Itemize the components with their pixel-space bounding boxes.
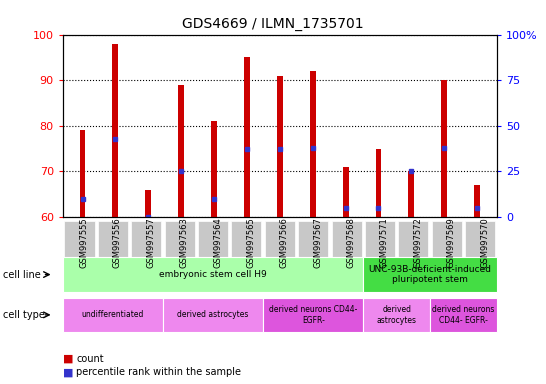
Text: GSM997557: GSM997557 bbox=[146, 217, 155, 268]
Bar bbox=[343, 167, 348, 217]
Bar bbox=[277, 76, 283, 217]
Text: UNC-93B-deficient-induced
pluripotent stem: UNC-93B-deficient-induced pluripotent st… bbox=[369, 265, 491, 284]
Bar bbox=[441, 80, 447, 217]
Bar bbox=[310, 71, 316, 217]
Text: GSM997570: GSM997570 bbox=[480, 217, 489, 268]
Text: percentile rank within the sample: percentile rank within the sample bbox=[76, 367, 241, 377]
Text: ■: ■ bbox=[63, 354, 73, 364]
Bar bbox=[80, 130, 86, 217]
Text: undifferentiated: undifferentiated bbox=[82, 310, 144, 319]
Text: GSM997572: GSM997572 bbox=[413, 217, 423, 268]
Text: GSM997569: GSM997569 bbox=[447, 217, 456, 268]
Text: count: count bbox=[76, 354, 104, 364]
Bar bbox=[145, 190, 151, 217]
Text: GSM997571: GSM997571 bbox=[380, 217, 389, 268]
Bar bbox=[178, 85, 184, 217]
Text: derived
astrocytes: derived astrocytes bbox=[377, 305, 417, 324]
Text: cell type: cell type bbox=[3, 310, 45, 320]
Bar bbox=[408, 171, 414, 217]
Text: cell line: cell line bbox=[3, 270, 40, 280]
Bar bbox=[244, 57, 250, 217]
Bar bbox=[211, 121, 217, 217]
Text: embryonic stem cell H9: embryonic stem cell H9 bbox=[159, 270, 267, 279]
Text: derived neurons CD44-
EGFR-: derived neurons CD44- EGFR- bbox=[269, 305, 358, 324]
Text: GSM997565: GSM997565 bbox=[246, 217, 256, 268]
Text: GSM997566: GSM997566 bbox=[280, 217, 289, 268]
Text: GSM997568: GSM997568 bbox=[347, 217, 355, 268]
Text: GSM997567: GSM997567 bbox=[313, 217, 322, 268]
Text: derived neurons
CD44- EGFR-: derived neurons CD44- EGFR- bbox=[432, 305, 495, 324]
Bar bbox=[474, 185, 480, 217]
Bar bbox=[112, 44, 118, 217]
Text: ■: ■ bbox=[63, 367, 73, 377]
Text: GDS4669 / ILMN_1735701: GDS4669 / ILMN_1735701 bbox=[182, 17, 364, 31]
Text: GSM997555: GSM997555 bbox=[80, 218, 88, 268]
Text: GSM997556: GSM997556 bbox=[113, 217, 122, 268]
Text: GSM997563: GSM997563 bbox=[180, 217, 189, 268]
Bar bbox=[376, 149, 382, 217]
Text: derived astrocytes: derived astrocytes bbox=[177, 310, 249, 319]
Text: GSM997564: GSM997564 bbox=[213, 217, 222, 268]
